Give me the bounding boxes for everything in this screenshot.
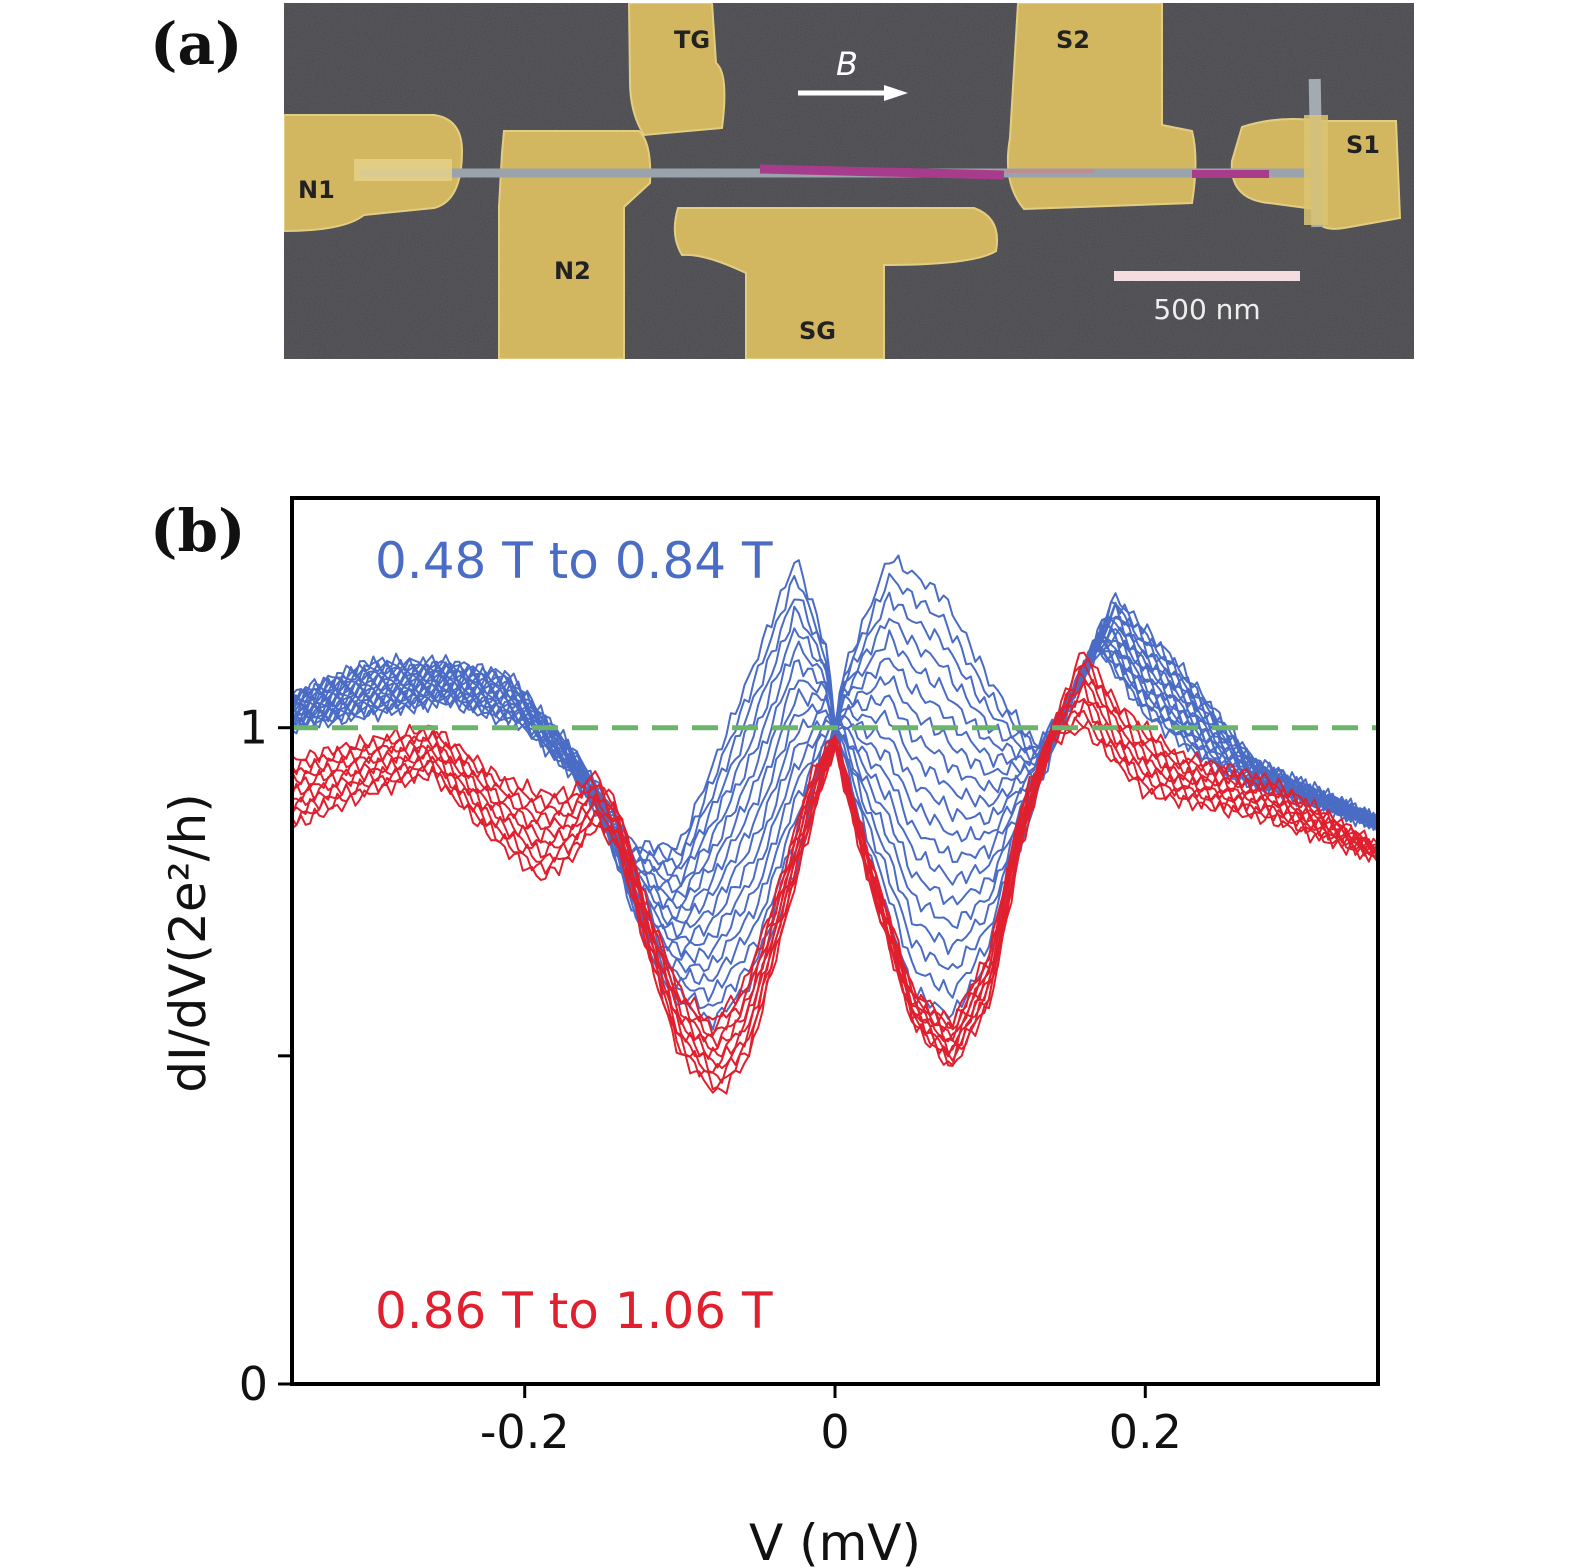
- x-axis-label: V (mV): [749, 1514, 921, 1568]
- electrode-label-n2: N2: [554, 257, 591, 285]
- plot-axes: -0.2 0 0.2 0 1: [239, 701, 1182, 1459]
- device-micrograph: B N1 N2 TG SG S2 S1 500 nm: [284, 3, 1414, 359]
- superconducting-shell: [759, 164, 1005, 180]
- trace-red-10: [292, 726, 1378, 1095]
- electrode-label-s1: S1: [1346, 131, 1380, 159]
- trace-blue-18: [292, 649, 1378, 1031]
- electrode-label-n1: N1: [298, 176, 335, 204]
- y-tick-label: 1: [239, 701, 268, 755]
- x-tick-label: 0: [820, 1405, 849, 1459]
- field-label: B: [836, 45, 858, 83]
- y-tick-label: 0: [239, 1357, 268, 1411]
- scale-bar: [1114, 271, 1300, 281]
- electrode-sg: [673, 207, 998, 359]
- x-tick-label: -0.2: [480, 1405, 570, 1459]
- field-arrow-head: [884, 85, 908, 101]
- plot-frame: [290, 496, 1380, 1386]
- legend-label-red: 0.86 T to 1.06 T: [375, 1282, 773, 1340]
- legend-label-blue: 0.48 T to 0.84 T: [375, 532, 773, 590]
- panel-label-a: (a): [150, 10, 243, 78]
- electrode-label-s2: S2: [1056, 26, 1090, 54]
- trace-blue-5: [292, 615, 1378, 894]
- trace-blue-16: [292, 644, 1378, 1003]
- contact-strip-n1: [354, 159, 452, 181]
- x-tick-label: 0.2: [1109, 1405, 1182, 1459]
- electrode-label-tg: TG: [674, 26, 710, 54]
- electrode-tg: [627, 3, 726, 137]
- panel-label-b: (b): [150, 497, 246, 565]
- scale-bar-label: 500 nm: [1153, 293, 1260, 326]
- gold-electrodes: [284, 3, 1402, 359]
- electrode-label-sg: SG: [799, 317, 836, 345]
- electrode-s2: [1006, 3, 1197, 211]
- trace-red-7: [292, 699, 1378, 1074]
- trace-red-1: [292, 657, 1378, 1037]
- y-axis-label: dI/dV(2e²/h): [159, 793, 217, 1092]
- plot-traces: [292, 554, 1378, 1095]
